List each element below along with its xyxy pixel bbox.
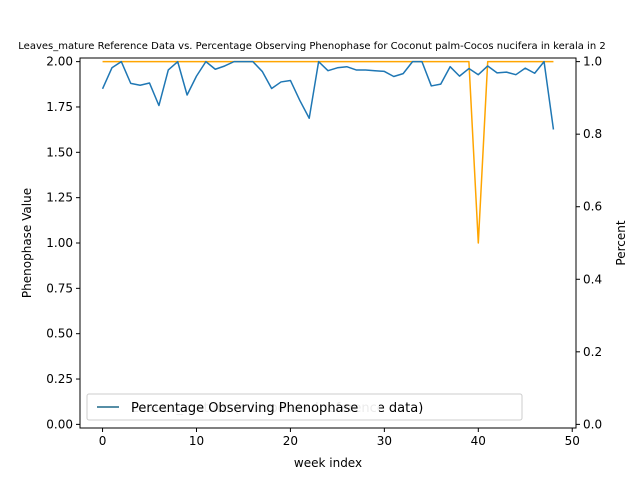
x-tick-label: 20 (283, 434, 298, 448)
right-y-tick-label: 0.8 (583, 127, 602, 141)
series-line-reference (102, 60, 554, 244)
left-y-tick-label: 1.00 (46, 236, 73, 250)
x-axis: 0 10 20 30 40 50 (99, 428, 580, 448)
plot-area (101, 60, 555, 244)
x-tick-label: 40 (471, 434, 486, 448)
chart-title: Leaves_mature Reference Data vs. Percent… (18, 41, 605, 52)
left-y-tick-label: 0.75 (46, 281, 73, 295)
right-y-tick-label: 0.4 (583, 272, 602, 286)
x-tick-label: 0 (99, 434, 107, 448)
x-tick-label: 30 (377, 434, 392, 448)
right-y-tick-label: 0.6 (583, 200, 602, 214)
x-axis-label: week index (294, 456, 362, 470)
x-tick-label: 10 (189, 434, 204, 448)
left-y-tick-label: 1.50 (46, 145, 73, 159)
right-y-tick-label: 1.0 (583, 55, 602, 69)
series-line-percentage (101, 60, 555, 130)
left-y-tick-label: 1.75 (46, 100, 73, 114)
legend-overlap-box (127, 397, 379, 417)
left-y-tick-label: 1.25 (46, 191, 73, 205)
left-y-axis-label: Phenophase Value (20, 188, 34, 298)
right-y-axis-label: Percent (614, 220, 628, 265)
right-y-tick-label: 0.2 (583, 345, 602, 359)
axes-frame (79, 57, 577, 429)
x-tick-label: 50 (565, 434, 580, 448)
left-y-tick-label: 0.25 (46, 372, 73, 386)
left-y-tick-label: 0.50 (46, 327, 73, 341)
legend-label-percentage: Percentage Observing Phenophase (131, 401, 358, 416)
legend: Leaves_mature (interpolated reference da… (86, 393, 523, 421)
left-y-axis: 0.00 0.25 0.50 0.75 1.00 1.25 1.50 1.75 2.00 (46, 55, 80, 431)
left-y-tick-label: 2.00 (46, 55, 73, 69)
right-y-axis: 0.0 0.2 0.4 0.6 0.8 1.0 (576, 55, 602, 431)
left-y-tick-label: 0.00 (46, 417, 73, 431)
right-y-tick-label: 0.0 (583, 417, 602, 431)
